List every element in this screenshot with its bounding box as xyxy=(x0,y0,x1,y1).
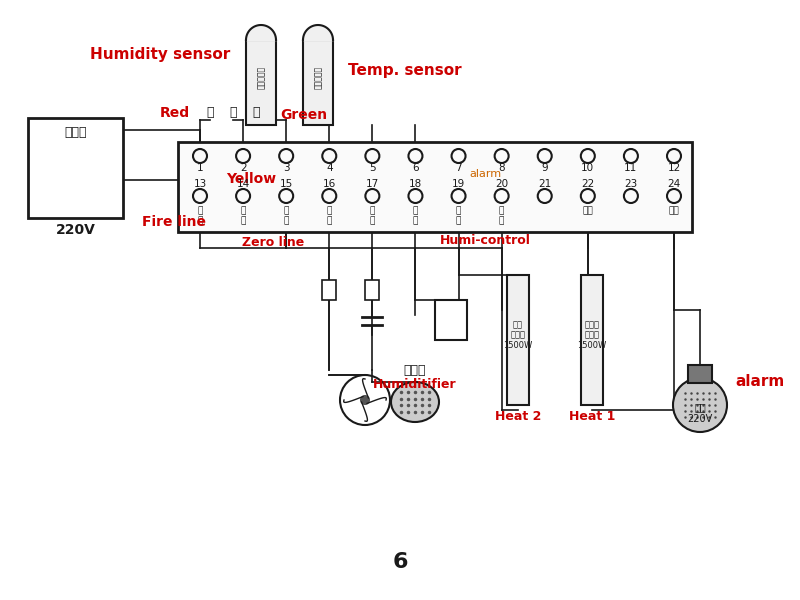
Text: alarm: alarm xyxy=(469,169,501,179)
Bar xyxy=(581,275,603,405)
Ellipse shape xyxy=(391,382,439,422)
Text: 主加热
电热丝
1500W: 主加热 电热丝 1500W xyxy=(578,320,606,350)
Text: Fire line: Fire line xyxy=(142,215,206,229)
Text: 6: 6 xyxy=(412,163,418,173)
Text: 12: 12 xyxy=(667,163,681,173)
Text: 8: 8 xyxy=(498,163,505,173)
Circle shape xyxy=(361,396,369,404)
Text: 220V: 220V xyxy=(55,223,95,237)
Text: 湿度传感器: 湿度传感器 xyxy=(257,66,266,89)
Text: 4: 4 xyxy=(326,163,333,173)
Text: 右
翻: 右 翻 xyxy=(413,206,418,226)
Text: 6: 6 xyxy=(392,552,408,572)
Text: 加湿器: 加湿器 xyxy=(404,364,426,377)
Text: 7: 7 xyxy=(455,163,462,173)
Text: 24: 24 xyxy=(667,179,681,189)
Bar xyxy=(688,365,712,383)
Text: 11: 11 xyxy=(624,163,638,173)
Text: Heat 2: Heat 2 xyxy=(495,410,541,424)
Text: Zero line: Zero line xyxy=(242,235,304,248)
Text: Heat 1: Heat 1 xyxy=(569,410,615,424)
Text: 红: 红 xyxy=(206,107,214,119)
Text: 17: 17 xyxy=(366,179,379,189)
Text: Temp. sensor: Temp. sensor xyxy=(348,62,462,77)
Text: 18: 18 xyxy=(409,179,422,189)
Text: 左
翻: 左 翻 xyxy=(370,206,375,226)
Text: 电钟
220V: 电钟 220V xyxy=(687,402,713,424)
Circle shape xyxy=(673,378,727,432)
Text: 23: 23 xyxy=(624,179,638,189)
Bar xyxy=(34,168,117,183)
Text: 14: 14 xyxy=(237,179,250,189)
Text: 控温: 控温 xyxy=(669,206,679,215)
Text: 13: 13 xyxy=(194,179,206,189)
Text: 公
共: 公 共 xyxy=(283,206,289,226)
Text: 5: 5 xyxy=(369,163,376,173)
Bar xyxy=(178,142,692,232)
Text: 超
温: 超 温 xyxy=(326,206,332,226)
Text: 2: 2 xyxy=(240,163,246,173)
Bar xyxy=(28,118,123,218)
Text: 控
湿: 控 湿 xyxy=(456,206,462,226)
Bar xyxy=(507,275,529,405)
Text: Humiditifier: Humiditifier xyxy=(373,379,457,391)
Text: 零
线: 零 线 xyxy=(241,206,246,226)
Text: 16: 16 xyxy=(322,179,336,189)
Bar xyxy=(34,148,117,163)
Text: 配电盘: 配电盘 xyxy=(64,125,86,139)
Text: 绿: 绿 xyxy=(252,107,260,119)
Text: Red: Red xyxy=(160,106,190,120)
Bar xyxy=(246,40,276,125)
Text: Green: Green xyxy=(280,108,327,122)
Bar xyxy=(322,280,336,300)
Text: 10: 10 xyxy=(582,163,594,173)
Text: 1: 1 xyxy=(197,163,203,173)
Text: 19: 19 xyxy=(452,179,465,189)
Text: 欠温: 欠温 xyxy=(582,206,593,215)
Bar xyxy=(435,300,467,340)
Text: 15: 15 xyxy=(279,179,293,189)
Text: 黄: 黄 xyxy=(230,107,237,119)
Text: 报
警: 报 警 xyxy=(499,206,504,226)
Text: 20: 20 xyxy=(495,179,508,189)
Text: 9: 9 xyxy=(542,163,548,173)
Text: 温度传感器: 温度传感器 xyxy=(314,66,322,89)
Text: Humidity sensor: Humidity sensor xyxy=(90,47,230,62)
Text: Yellow: Yellow xyxy=(226,172,276,186)
Text: 21: 21 xyxy=(538,179,551,189)
Bar xyxy=(366,280,379,300)
Text: 火
线: 火 线 xyxy=(198,206,202,226)
Text: alarm: alarm xyxy=(735,374,784,389)
Bar xyxy=(303,40,333,125)
Text: Humi-control: Humi-control xyxy=(440,233,531,247)
Text: 备用
电热丝
1500W: 备用 电热丝 1500W xyxy=(503,320,533,350)
Text: 22: 22 xyxy=(581,179,594,189)
Text: 3: 3 xyxy=(283,163,290,173)
